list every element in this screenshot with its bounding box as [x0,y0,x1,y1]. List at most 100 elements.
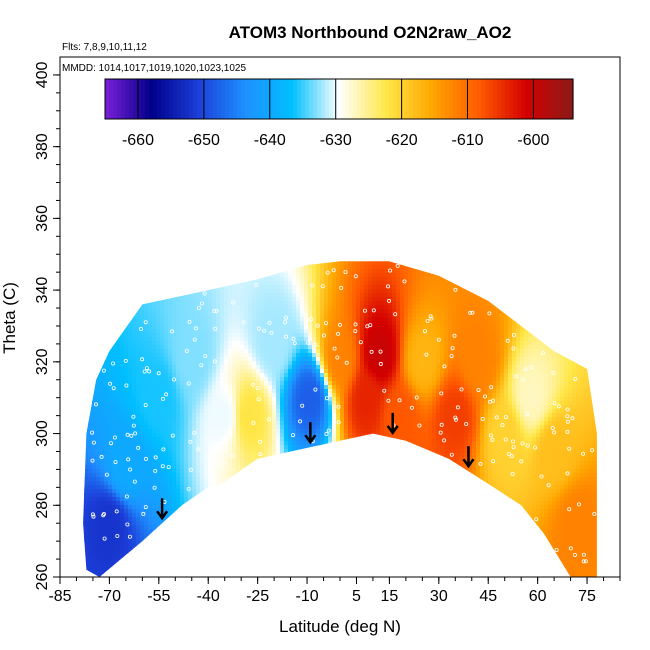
heat-cell [140,221,145,226]
heat-cell [120,277,125,282]
heat-cell [83,405,85,410]
heat-cell [172,469,177,474]
heat-cell [180,173,185,178]
heat-cell [164,221,169,226]
heat-cell [160,201,165,206]
heat-cell [212,225,217,230]
heat-cell [108,521,113,526]
heat-cell [76,133,81,138]
heat-cell [132,341,137,346]
heat-cell [108,273,113,278]
heat-cell [68,397,73,402]
heat-cell [92,521,97,526]
heat-cell [92,497,97,502]
heat-cell [164,393,169,398]
heat-cell [208,313,213,318]
heat-cell [196,557,201,562]
heat-cell [140,461,145,466]
heat-cell [84,329,89,334]
heat-cell [112,197,117,202]
heat-cell [148,341,153,346]
heat-cell [196,453,201,458]
heat-cell [72,249,77,254]
heat-cell [100,465,105,470]
heat-cell [68,493,73,498]
heat-cell [132,193,137,198]
heat-cell [112,129,117,134]
heat-cell [140,57,145,62]
heat-cell [64,277,69,282]
heat-cell [192,325,197,330]
heat-cell [76,101,81,106]
heat-cell [132,429,137,434]
heat-cell [156,241,161,246]
heat-cell [60,305,65,310]
heat-cell [204,289,209,294]
heat-cell [124,373,129,378]
heat-cell [180,213,185,218]
heat-cell [156,209,161,214]
heat-cell [160,369,165,374]
heat-cell [164,521,169,526]
heat-cell [84,453,89,458]
heat-cell [160,57,165,62]
heat-cell [132,389,137,394]
heat-cell [76,253,81,258]
heat-cell [124,533,129,538]
heat-cell [60,473,65,478]
heat-cell [168,477,173,482]
heat-cell [144,325,149,330]
heat-cell [144,569,149,574]
heat-cell [160,409,165,414]
heat-cell [140,245,145,250]
heat-cell [168,57,173,62]
heat-cell [88,517,93,522]
heat-cell [84,557,89,562]
heat-cell [160,265,165,270]
heat-cell [116,157,121,162]
heat-cell [212,233,217,238]
heat-cell [140,281,145,286]
heat-cell [136,449,141,454]
heat-cell [92,301,97,306]
heat-cell [144,485,149,490]
heat-cell [160,489,165,494]
heat-cell [60,313,65,318]
heat-cell [108,189,113,194]
heat-cell [68,409,73,414]
heat-cell [76,297,81,302]
heat-cell [164,429,169,434]
heat-cell [204,273,209,278]
heat-cell [124,237,129,242]
heat-cell [196,497,201,502]
heat-cell [68,149,73,154]
heat-cell [84,225,89,230]
heat-cell [204,229,209,234]
heat-cell [136,513,141,518]
heat-cell [108,181,113,186]
heat-cell [96,289,101,294]
heat-cell [83,377,85,382]
heat-cell [160,129,165,134]
heat-cell [144,305,149,310]
heat-cell [152,565,157,570]
heat-cell [92,537,97,542]
heat-cell [192,265,197,270]
heat-cell [132,465,137,470]
heat-cell [204,261,209,266]
heat-cell [76,277,81,282]
heat-cell [96,177,101,182]
heat-cell [83,505,85,510]
heat-cell [176,437,181,442]
heat-cell [144,349,149,354]
heat-cell [80,205,85,210]
heat-cell [188,249,193,254]
heat-cell [64,321,69,326]
heat-cell [148,165,153,170]
heat-cell [96,301,101,306]
heat-cell [200,185,205,190]
heat-cell [116,521,121,526]
heat-cell [184,357,189,362]
heat-cell [84,173,89,178]
heat-cell [192,489,197,494]
